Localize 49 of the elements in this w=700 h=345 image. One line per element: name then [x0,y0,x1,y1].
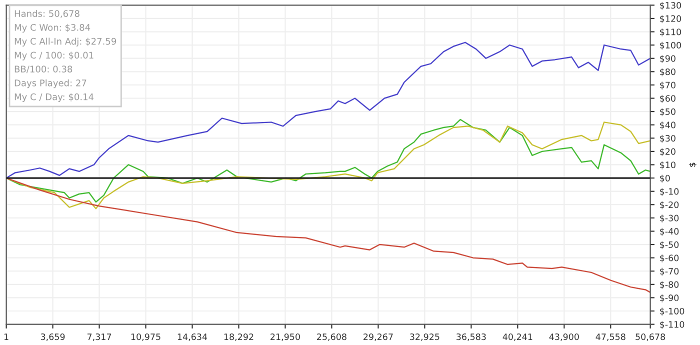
y-tick-label: $120 [660,15,682,24]
x-tick-label: 14,634 [178,333,208,341]
y-tick-label: $-10 [660,188,679,196]
y-tick-label: $-80 [660,281,679,290]
x-tick-label: 21,950 [270,333,300,341]
y-tick-label: $130 [660,2,682,10]
annotation: My C / 100: $0.01 [14,52,94,60]
y-tick-label: $60 [660,94,676,103]
x-tick-label: 40,241 [502,333,532,341]
y-tick-label: $-110 [660,320,684,329]
x-tick-label: 10,975 [131,333,160,341]
y-tick-label: $80 [660,68,676,76]
y-tick-label: $30 [660,134,676,143]
x-tick-label: 32,925 [410,333,440,341]
annotation: Hands: 50,678 [14,10,80,18]
annotation: My C All-In Adj: $27.59 [14,38,116,46]
x-tick-label: 50,678 [636,333,666,341]
y-tick-label: $20 [660,148,676,156]
x-tick-label: 29,267 [364,333,393,341]
y-tick-label: $-90 [660,294,679,302]
y-tick-label: $90 [660,55,676,63]
y-axis-title: $ [688,162,696,167]
annotation: BB/100: 0.38 [14,66,72,74]
annotation: My C Won: $3.84 [14,24,90,33]
y-tick-label: $70 [660,82,676,90]
y-tick-label: $100 [660,42,682,50]
x-tick-label: 3,659 [40,333,65,341]
x-tick-label: 36,583 [456,333,486,341]
x-tick-label: 25,608 [317,333,346,341]
y-tick-label: $-40 [660,228,679,236]
y-tick-label: $-30 [660,214,679,223]
annotation: Days Played: 27 [14,79,86,88]
y-tick-label: $110 [660,28,682,36]
y-tick-label: $40 [660,122,676,130]
y-tick-label: $10 [660,161,676,170]
y-tick-label: $-20 [660,201,679,210]
y-tick-label: $50 [660,108,676,116]
annotation: My C / Day: $0.14 [14,93,94,102]
x-tick-label: 18,292 [224,333,254,341]
x-tick-label: 1 [4,334,8,340]
x-tick-label: 43,900 [549,333,579,341]
y-tick-label: $-70 [660,268,679,276]
y-tick-label: $0 [660,174,670,183]
y-tick-label: $-100 [660,308,684,316]
x-tick-label: 7,317 [87,333,112,341]
line-series [6,177,650,294]
y-tick-label: $-50 [660,241,679,250]
y-tick-label: $-60 [660,254,679,262]
x-tick-label: 47,558 [596,333,626,341]
